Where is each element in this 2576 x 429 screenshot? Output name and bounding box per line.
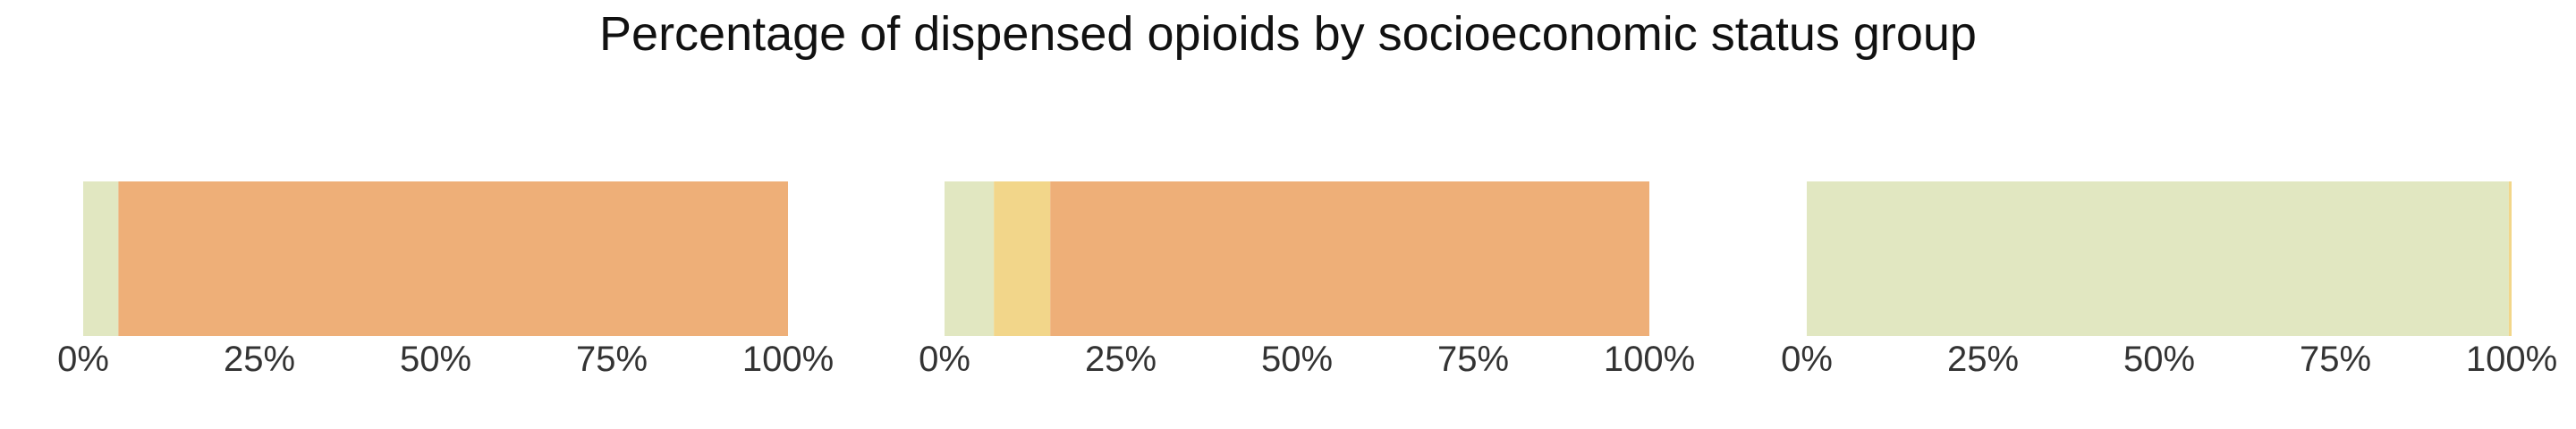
x-tick-label-panel3: 100% <box>2466 340 2557 379</box>
panel-2: 0% 25% 50% 75% 100% <box>919 181 1695 379</box>
x-tick-label-panel3: 25% <box>1947 340 2019 379</box>
panel-1: 0% 25% 50% 75% 100% <box>57 181 834 379</box>
bar-segment-panel1-3 <box>118 181 788 336</box>
x-tick-label-panel2: 50% <box>1261 340 1333 379</box>
bar-segment-panel2-1 <box>945 181 995 336</box>
panel-3: 0% 25% 50% 75% 100% <box>1781 181 2557 379</box>
bar-segment-panel3-2 <box>2508 181 2512 336</box>
x-tick-label-panel1: 75% <box>576 340 648 379</box>
chart-panels: 0% 25% 50% 75% 100% 0% 25% 50% 75% 100% 0% 25% 50% 75… <box>57 181 2557 379</box>
x-tick-label-panel1: 0% <box>57 340 109 379</box>
x-tick-label-panel2: 25% <box>1085 340 1157 379</box>
bar-segment-panel1-1 <box>83 181 119 336</box>
x-tick-label-panel1: 100% <box>742 340 834 379</box>
x-tick-label-panel2: 75% <box>1437 340 1509 379</box>
x-tick-label-panel3: 50% <box>2123 340 2195 379</box>
bar-segment-panel2-2 <box>994 181 1051 336</box>
bar-segment-panel2-3 <box>1050 181 1649 336</box>
x-tick-label-panel3: 0% <box>1781 340 1833 379</box>
chart-title: Percentage of dispensed opioids by socio… <box>599 7 1977 61</box>
x-tick-label-panel2: 100% <box>1604 340 1695 379</box>
x-tick-label-panel1: 50% <box>400 340 471 379</box>
x-tick-label-panel3: 75% <box>2300 340 2371 379</box>
x-tick-label-panel2: 0% <box>919 340 970 379</box>
x-tick-label-panel1: 25% <box>224 340 295 379</box>
bar-segment-panel3-1 <box>1807 181 2509 336</box>
